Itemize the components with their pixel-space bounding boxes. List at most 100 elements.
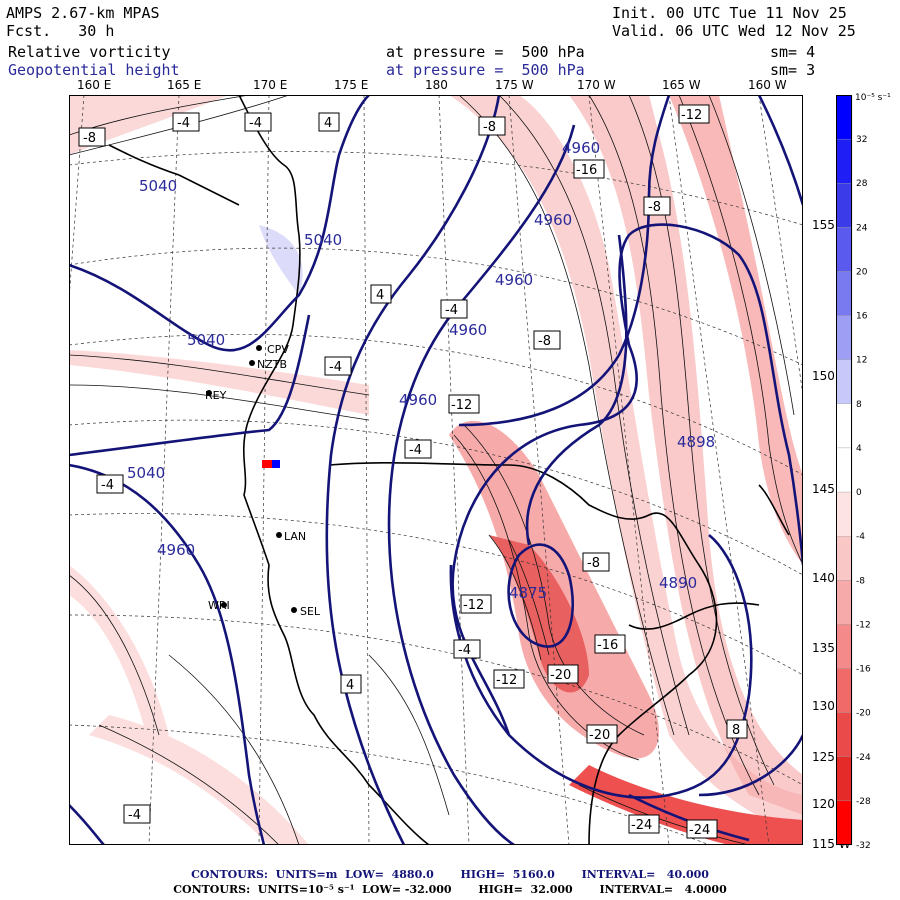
colorbar-cell [836, 227, 853, 272]
colorbar-cell [836, 403, 853, 449]
vorticity-label-group: -8 -4 -4 -4 4 4 -8 -12 -16 -8 -12 -4 4 -… [78, 104, 748, 839]
station-flag [262, 460, 272, 468]
colorbar-units: 10⁻⁵ s⁻¹ [855, 93, 891, 103]
height-contour [451, 223, 803, 736]
colorbar-cell [836, 580, 853, 625]
colorbar-tick-label: -8 [856, 576, 865, 586]
colorbar-tick-label: -16 [856, 665, 871, 675]
coastline [328, 461, 718, 845]
svg-text:-4: -4 [445, 303, 458, 318]
field1-level: at pressure = 500 hPa [386, 43, 585, 61]
svg-text:-8: -8 [587, 556, 600, 571]
svg-text:-8: -8 [83, 131, 96, 146]
vorticity-label: 4 [340, 674, 362, 694]
height-contour [69, 95, 370, 352]
vorticity-label: -12 [460, 594, 492, 614]
svg-text:-24: -24 [631, 818, 652, 833]
height-contour [757, 95, 803, 206]
station-label: REY [205, 389, 227, 402]
model-title: AMPS 2.67-km MPAS [6, 4, 160, 22]
vorticity-contour [168, 654, 300, 845]
svg-text:-12: -12 [681, 108, 702, 123]
fcst-label: Fcst. [6, 22, 52, 40]
coastline [758, 484, 790, 536]
svg-text:-4: -4 [101, 478, 114, 493]
height-label: 4960 [534, 211, 572, 229]
svg-text:-8: -8 [538, 334, 551, 349]
vorticity-label: -12 [493, 669, 525, 689]
vorticity-label: -4 [324, 356, 352, 376]
station-label: LAN [284, 530, 306, 543]
colorbar-cell [836, 536, 853, 581]
parallel [69, 419, 803, 576]
height-contour [507, 543, 575, 648]
station-flag [272, 460, 280, 468]
colorbar-cell [836, 359, 853, 404]
height-contour [525, 234, 628, 546]
colorbar-cell [836, 800, 853, 846]
height-label: 4960 [562, 139, 600, 157]
vorticity-label: -16 [594, 634, 626, 654]
vorticity-contour [69, 354, 370, 396]
parallel [69, 151, 803, 226]
svg-text:-20: -20 [589, 728, 610, 743]
meridian [363, 95, 370, 845]
svg-text:-12: -12 [496, 673, 517, 688]
vorticity-label: -24 [686, 819, 718, 839]
map-frame [69, 95, 803, 845]
forecast-map[interactable]: 5040 5040 5040 5040 4960 4960 4960 4960 … [69, 95, 803, 845]
lon-label: 180 [425, 78, 448, 92]
station-marker [249, 360, 255, 366]
vorticity-band [69, 565, 169, 745]
vorticity-band [69, 350, 369, 415]
colorbar-cell [836, 183, 853, 228]
field1-smoothing: sm= 4 [770, 43, 816, 61]
vorticity-contour [69, 384, 370, 421]
vorticity-contour [368, 654, 450, 816]
field2-name: Geopotential height [8, 61, 180, 79]
vorticity-label: -4 [404, 439, 432, 459]
height-contour [449, 533, 753, 799]
colorbar-tick-label: 4 [856, 444, 862, 454]
svg-text:4: 4 [324, 116, 332, 131]
colorbar: 32 28 24 20 16 12 8 4 0 -4 -8 -12 -16 -20 -24 -28 -32 [836, 95, 871, 850]
colorbar-cells [836, 95, 853, 846]
lon-label: 170 W [577, 78, 616, 92]
colorbar-ticks: 32 28 24 20 16 12 8 4 0 -4 -8 -12 -16 -20 -24 -28 -32 [856, 135, 871, 850]
svg-text:-24: -24 [689, 823, 710, 838]
station-label: SEL [300, 605, 321, 618]
svg-text:8: 8 [732, 723, 740, 738]
colorbar-tick-label: 24 [856, 223, 868, 233]
height-label: 4875 [509, 584, 547, 602]
parallel [69, 513, 803, 676]
vorticity-contour [69, 574, 160, 736]
colorbar-cell [836, 712, 853, 757]
svg-text:-8: -8 [648, 200, 661, 215]
colorbar-cell [836, 668, 853, 713]
meridian [668, 95, 770, 845]
height-contour [69, 463, 266, 845]
vorticity-label: -12 [678, 104, 710, 124]
vorticity-band [69, 95, 229, 155]
vorticity-contour [628, 95, 775, 786]
svg-text:-4: -4 [177, 116, 190, 131]
parallel [69, 614, 803, 786]
height-label: 5040 [127, 464, 165, 482]
height-contour [69, 804, 105, 845]
vorticity-label: -20 [586, 724, 618, 744]
vorticity-label: -8 [643, 196, 671, 216]
svg-text:-20: -20 [550, 668, 571, 683]
colorbar-cell [836, 447, 853, 493]
height-label: 5040 [304, 231, 342, 249]
valid-time: Valid. 06 UTC Wed 12 Nov 25 [612, 22, 856, 40]
svg-text:4: 4 [346, 678, 354, 693]
height-label: 4890 [659, 574, 697, 592]
meridian [438, 95, 470, 845]
vorticity-label: -4 [172, 112, 200, 132]
field2-smoothing: sm= 3 [770, 61, 816, 79]
vorticity-band [449, 95, 803, 835]
lon-label: 160 E [77, 78, 112, 92]
vorticity-contour [578, 784, 750, 845]
height-contour [325, 95, 501, 845]
vorticity-label: -16 [573, 159, 605, 179]
